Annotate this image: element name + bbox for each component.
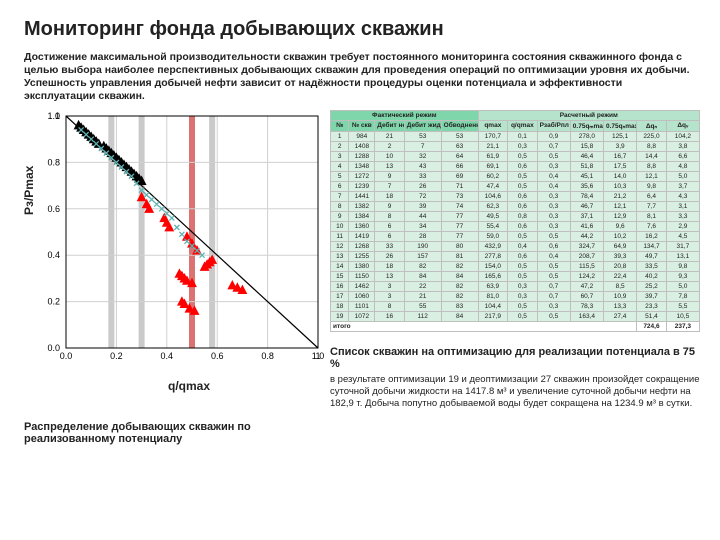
svg-text:0.2: 0.2 [47,296,60,306]
result-body: в результате оптимизации 19 и деоптимиза… [330,374,700,411]
table-group-calc: Расчетный режим [478,110,699,120]
table-row: 4134813436669,10,60,351,817,58,84,8 [331,161,700,171]
table-row: 913848447749,50,80,337,112,98,13,3 [331,211,700,221]
table-row: 18110185583104,40,50,378,313,323,35,5 [331,301,700,311]
table-row: 151150138484165,60,50,5124,222,440,29,3 [331,271,700,281]
table-total-row: итого724,6237,3 [331,321,700,331]
table-row: 1312552615781277,80,60,4208,739,349,713,… [331,251,700,261]
chart-caption: Распределение добывающих скважин по реал… [24,421,274,445]
table-row: 512729336960,20,50,445,114,012,15,0 [331,171,700,181]
wells-table: Фактический режимРасчетный режим№№ сквДе… [330,110,700,332]
svg-text:0.8: 0.8 [261,351,274,361]
table-row: 612397267147,40,50,435,610,39,83,7 [331,181,700,191]
svg-text:0.0: 0.0 [47,343,60,353]
table-row: 21408276321,10,30,715,83,98,83,8 [331,141,700,151]
table-row: 1114196287759,00,50,544,210,216,24,5 [331,231,700,241]
table-row: 1710603218281,00,30,760,710,939,77,8 [331,291,700,301]
table-row: 1013606347755,40,60,341,69,67,62,9 [331,221,700,231]
result-block: Список скважин на оптимизацию для реализ… [330,346,700,411]
svg-text:0.4: 0.4 [47,250,60,260]
chart-y-label: Pз/Pmax [22,165,36,214]
table-row: 1614623228263,90,30,747,28,525,25,0 [331,281,700,291]
description-text: Достижение максимальной производительнос… [24,51,696,104]
svg-text:0.4: 0.4 [161,351,174,361]
table-row: 141380188282154,00,50,5115,520,833,59,8 [331,261,700,271]
result-title: Список скважин на оптимизацию для реализ… [330,346,700,370]
distribution-chart: Pз/Pmax 0.00.00.20.20.40.40.60.60.80.81.… [24,110,324,375]
svg-text:0.0: 0.0 [60,351,73,361]
table-row: 813829397462,30,60,346,712,17,73,1 [331,201,700,211]
table-row: 1910721611284217,90,50,5163,427,451,410,… [331,311,700,321]
table-row: 1984215353170,70,10,9278,0125,1225,0104,… [331,131,700,141]
page-title: Мониторинг фонда добывающих скважин [24,18,696,41]
svg-text:1: 1 [315,351,320,361]
table-row: 71441187273104,60,60,378,421,26,44,3 [331,191,700,201]
svg-text:1: 1 [55,111,60,121]
table-row: 1212683319080432,90,40,6324,764,9134,731… [331,241,700,251]
table-group-actual: Фактический режим [331,110,479,120]
svg-text:0.6: 0.6 [47,203,60,213]
svg-text:0.2: 0.2 [110,351,123,361]
svg-text:0.6: 0.6 [211,351,224,361]
chart-x-label: q/qmax [54,379,324,393]
table-row: 3128810326461,90,50,546,416,714,46,6 [331,151,700,161]
svg-text:0.8: 0.8 [47,157,60,167]
